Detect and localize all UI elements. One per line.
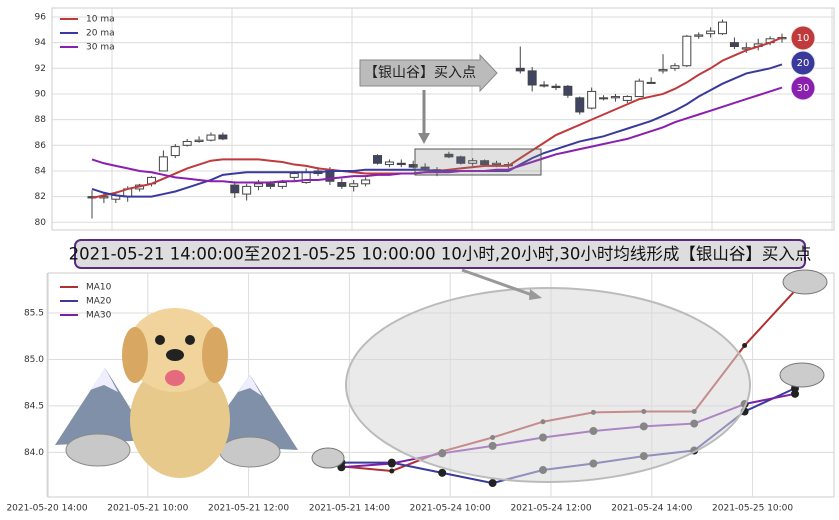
candle-body: [491, 162, 501, 166]
x-tick-label: 2021-05-20 14:00: [6, 504, 87, 514]
y-tick-label: 96: [35, 12, 47, 22]
candle-body: [361, 179, 371, 185]
candle-body: [670, 65, 680, 69]
legend-label: 10 ma: [86, 15, 115, 25]
candle-body: [170, 146, 180, 157]
candle-body: [682, 35, 692, 67]
candle-body: [99, 196, 109, 199]
candle-body: [634, 80, 644, 98]
decoration: [55, 53, 828, 483]
y-tick-label: 84.0: [24, 448, 44, 458]
top-chart: 80 82 84 86 88 90 92 94 96 10 20 30 10 ma 20 ma 30 ma: [35, 8, 834, 230]
badge: [790, 50, 816, 76]
candle-body: [265, 183, 275, 187]
banner-box: [74, 239, 806, 269]
candle-body: [480, 160, 490, 166]
candle-body: [456, 156, 466, 164]
point: [389, 468, 395, 474]
candle-body: [575, 97, 585, 113]
candle-body: [539, 84, 549, 87]
x-tick-label: 2021-05-21 10:00: [107, 504, 188, 514]
x-tick-label: 2021-05-21 12:00: [208, 504, 289, 514]
badge-label: 20: [797, 58, 810, 69]
point: [438, 468, 447, 477]
point: [488, 479, 497, 488]
y-tick-label: 90: [35, 89, 47, 99]
candle-body: [373, 155, 383, 164]
legend-label: MA20: [86, 297, 112, 307]
candle-body: [254, 183, 264, 187]
x-tick-label: 2021-05-21 14:00: [309, 504, 390, 514]
candle-body: [206, 134, 216, 141]
y-tick-label: 82: [35, 192, 46, 202]
top-plot: [51, 7, 835, 231]
candle-body: [420, 166, 430, 169]
legend-label: 20 ma: [86, 29, 115, 39]
y-tick-label: 85.5: [24, 308, 44, 318]
candle-body: [515, 67, 525, 72]
candle-body: [349, 183, 359, 187]
y-tick-label: 84: [35, 166, 47, 176]
x-tick-label: 2021-05-24 14:00: [611, 504, 692, 514]
x-tick-label: 2021-05-24 10:00: [410, 504, 491, 514]
y-tick-label: 94: [35, 38, 47, 48]
x-tick-label: 2021-05-25 10:00: [712, 504, 793, 514]
point: [387, 459, 396, 468]
candle-body: [396, 162, 406, 166]
candle-body: [551, 85, 561, 89]
candle-body: [337, 182, 347, 187]
legend-label: 30 ma: [86, 43, 115, 53]
badge: [790, 25, 816, 51]
legend-label: MA10: [86, 283, 112, 293]
candle-body: [468, 160, 478, 164]
candle-body: [194, 139, 204, 142]
y-tick-label: 88: [35, 115, 47, 125]
candle-body: [729, 42, 739, 47]
candle-body: [230, 184, 240, 194]
candle-body: [706, 30, 716, 35]
y-tick-label: 80: [35, 218, 47, 228]
candle-body: [218, 134, 228, 140]
annotation: 【银山谷】买入点: [364, 65, 476, 81]
candle-body: [289, 173, 299, 178]
candle-body: [658, 69, 668, 72]
candle-body: [599, 97, 609, 100]
y-tick-label: 86: [35, 141, 47, 151]
candle-body: [277, 182, 287, 187]
y-tick-label: 92: [35, 64, 46, 74]
candle-body: [158, 156, 168, 172]
candle-body: [563, 85, 573, 96]
candle-body: [622, 96, 632, 101]
candle-body: [694, 34, 704, 37]
candle-body: [587, 90, 597, 109]
candle-body: [610, 96, 620, 99]
badge-label: 30: [797, 83, 810, 94]
candle-body: [646, 81, 656, 84]
candle-body: [242, 185, 252, 195]
point: [791, 389, 799, 398]
ma-line: [91, 86, 783, 184]
banner-text: 2021-05-21 14:00:00至2021-05-25 10:00:00 …: [69, 245, 812, 264]
x-tick-label: 2021-05-24 12:00: [510, 504, 591, 514]
candle-body: [718, 21, 728, 35]
y-tick-label: 84.5: [24, 401, 44, 411]
y-tick-label: 85.0: [24, 355, 44, 365]
candle-body: [527, 70, 537, 86]
badge: [790, 75, 816, 101]
candle-body: [182, 140, 192, 146]
candle-body: [384, 161, 394, 166]
candle-body: [408, 164, 418, 168]
legend-label: MA30: [86, 311, 112, 321]
candle-body: [444, 153, 454, 158]
badge-label: 10: [797, 33, 810, 44]
point: [742, 342, 748, 348]
